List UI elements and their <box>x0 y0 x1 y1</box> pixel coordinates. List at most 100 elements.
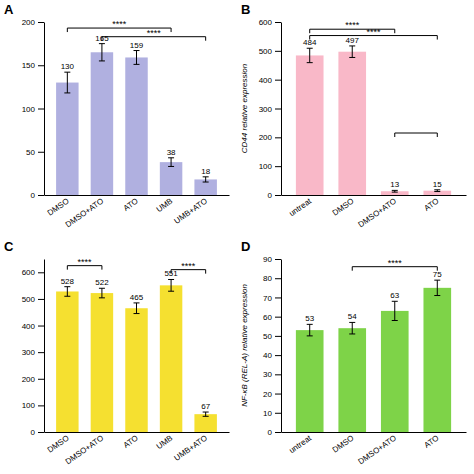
y-axis: 0100200300400500600 <box>22 260 45 438</box>
x-tick: untreat <box>287 196 313 218</box>
y-tick-label: 100 <box>259 162 273 171</box>
x-tick-label: DMSO+ATO <box>357 197 399 230</box>
data-label: 497 <box>346 36 360 45</box>
y-tick-mark <box>275 317 281 318</box>
significance-label: **** <box>112 19 127 29</box>
y-tick: 300 <box>22 348 44 357</box>
y-axis-line <box>281 260 282 433</box>
x-tick: untreat <box>287 433 313 455</box>
x-tick: DMSO <box>331 197 356 218</box>
bar <box>125 57 147 195</box>
error-bar <box>134 303 140 314</box>
y-tick-mark <box>38 352 44 353</box>
y-tick-mark <box>38 432 44 433</box>
y-tick: 400 <box>22 322 44 331</box>
y-tick-mark <box>38 195 44 196</box>
y-axis-title: CD44 relative expression <box>240 63 249 153</box>
plot-marks <box>56 279 217 432</box>
y-tick-mark <box>275 80 281 81</box>
data-label: 18 <box>201 167 210 176</box>
x-tick: DMSO <box>46 434 71 455</box>
error-bar <box>134 51 140 65</box>
y-tick-mark <box>38 405 44 406</box>
panel: 0102030405060708090untreatDMSODMSO+ATOAT… <box>240 239 467 466</box>
y-tick: 10 <box>263 409 281 418</box>
x-axis: DMSODMSO+ATOATOUMBUMB+ATO <box>45 433 230 467</box>
x-tick: UMB+ATO <box>173 434 209 463</box>
y-tick-label: 200 <box>259 133 273 142</box>
x-tick-label: untreat <box>287 196 313 218</box>
bar <box>160 162 182 195</box>
y-tick: 20 <box>263 390 281 399</box>
y-tick-mark <box>38 22 44 23</box>
bar <box>125 308 147 432</box>
y-tick-label: 70 <box>263 294 272 303</box>
significance-label: **** <box>345 20 360 30</box>
error-bar <box>64 72 70 93</box>
y-tick-label: 500 <box>22 295 36 304</box>
y-tick: 300 <box>259 105 281 114</box>
y-tick-label: 100 <box>22 105 36 114</box>
y-tick: 500 <box>22 295 44 304</box>
bar <box>423 191 451 195</box>
chart-root: 050100150200DMSODMSO+ATOATOUMBUMB+ATO130… <box>0 0 474 474</box>
data-label: 75 <box>433 270 442 279</box>
x-tick-label: untreat <box>287 433 313 455</box>
panel: 0100200300400500600DMSODMSO+ATOATOUMBUMB… <box>4 239 230 466</box>
x-tick: DMSO+ATO <box>357 197 399 230</box>
panel: 0100200300400500600untreatDMSODMSO+ATOAT… <box>240 2 467 229</box>
y-tick-label: 0 <box>31 428 36 437</box>
bar <box>296 330 324 432</box>
y-tick-label: 400 <box>22 322 36 331</box>
error-bar <box>392 190 398 192</box>
y-tick-mark <box>275 297 281 298</box>
y-tick-mark <box>275 394 281 395</box>
x-tick: DMSO <box>331 434 356 455</box>
y-tick: 100 <box>22 401 44 410</box>
y-tick-label: 200 <box>22 18 36 27</box>
error-bar <box>392 301 398 320</box>
x-tick: UMB <box>155 434 175 452</box>
bar <box>91 293 113 432</box>
significance-bracket <box>395 133 438 137</box>
y-tick-mark <box>38 109 44 110</box>
data-label: 15 <box>433 180 442 189</box>
y-axis-line <box>281 23 282 196</box>
y-tick: 400 <box>259 76 281 85</box>
x-tick-label: ATO <box>423 434 441 450</box>
y-axis: 050100150200 <box>22 18 45 200</box>
y-tick-mark <box>275 137 281 138</box>
significance-label: **** <box>366 27 381 37</box>
x-tick-label: DMSO <box>331 434 356 455</box>
y-tick-mark <box>38 65 44 66</box>
x-axis-line <box>45 195 230 196</box>
y-axis: 0102030405060708090 <box>263 255 281 437</box>
y-tick: 200 <box>259 133 281 142</box>
x-tick: DMSO+ATO <box>357 434 399 467</box>
y-tick-label: 300 <box>259 105 273 114</box>
y-tick: 50 <box>263 332 281 341</box>
x-tick-label: DMSO+ATO <box>64 197 106 230</box>
x-tick: DMSO+ATO <box>64 197 106 230</box>
y-tick: 90 <box>263 255 281 264</box>
x-tick-label: DMSO <box>331 197 356 218</box>
bar <box>338 52 366 195</box>
error-bar <box>307 324 313 336</box>
x-tick: DMSO+ATO <box>64 434 106 467</box>
y-tick-mark <box>275 413 281 414</box>
y-tick-label: 200 <box>22 375 36 384</box>
x-tick-label: UMB+ATO <box>173 434 209 463</box>
y-tick-mark <box>275 355 281 356</box>
y-tick-label: 0 <box>31 191 36 200</box>
bar <box>338 328 366 432</box>
x-tick-label: DMSO <box>46 434 71 455</box>
x-tick-label: UMB <box>155 197 175 215</box>
panel-title: B <box>241 2 250 17</box>
y-tick-mark <box>38 326 44 327</box>
bar <box>381 191 409 195</box>
significance-label: **** <box>181 261 196 271</box>
y-tick: 0 <box>268 428 281 437</box>
y-axis: 0100200300400500600 <box>259 18 282 200</box>
x-tick-label: DMSO <box>46 197 71 218</box>
y-tick-mark <box>275 336 281 337</box>
